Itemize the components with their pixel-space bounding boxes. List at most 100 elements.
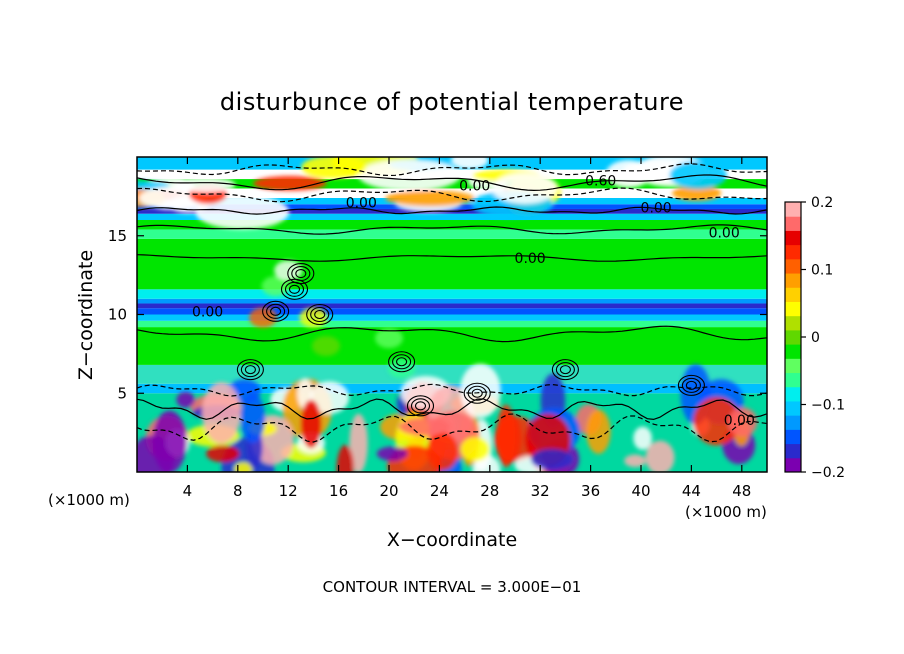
y-axis: 5 10 15 — [108, 227, 767, 402]
colorbar-swatch — [785, 429, 801, 445]
contour-line — [137, 163, 767, 177]
colorbar-swatch — [785, 315, 801, 331]
anomaly-blob — [624, 454, 646, 468]
y-tick-label: 15 — [108, 227, 127, 245]
contour-line — [314, 309, 326, 320]
colorbar-swatch — [785, 443, 801, 459]
contour-line — [280, 278, 309, 300]
anomaly-blob — [728, 407, 758, 437]
field-band — [137, 327, 767, 365]
anomaly-blob — [301, 157, 367, 179]
contour-line — [240, 362, 260, 378]
contour-line — [559, 365, 571, 375]
contour-line — [137, 187, 767, 203]
anomaly-blob — [312, 336, 340, 356]
colorbar-swatch — [785, 216, 801, 231]
anomaly-blob — [152, 410, 187, 472]
anomaly-blob — [376, 446, 408, 461]
field-band — [137, 303, 767, 309]
anomaly-blob — [530, 448, 574, 470]
x-tick-label: 44 — [682, 482, 701, 500]
contour-line — [288, 284, 301, 294]
contour-line — [555, 362, 575, 378]
anomaly-blob — [300, 399, 322, 449]
contour-line — [392, 354, 412, 370]
contour-line — [471, 388, 483, 398]
plot-area — [137, 157, 767, 472]
anomaly-blob — [385, 190, 475, 207]
x-axis-label: X−coordinate — [387, 529, 517, 551]
contour-line — [236, 359, 264, 381]
colorbar-swatch — [785, 457, 801, 473]
anomaly-blob — [460, 363, 501, 419]
x-tick-label: 20 — [379, 482, 398, 500]
x-unit-right: (×1000 m) — [685, 503, 767, 521]
contour-line — [681, 377, 701, 393]
anomaly-blob — [173, 177, 236, 193]
contour-line — [306, 303, 334, 326]
contour-line — [284, 281, 305, 297]
field-band — [137, 308, 767, 315]
field-band — [137, 238, 767, 290]
contour-line — [287, 262, 315, 285]
anomaly-blob — [633, 426, 652, 450]
colorbar-tick-label: 0.2 — [811, 195, 833, 211]
contour-line — [414, 401, 427, 411]
colorbar-tick-label: 0.1 — [811, 263, 833, 279]
field-band — [137, 289, 767, 299]
field-band — [137, 364, 767, 384]
contour-line — [463, 382, 491, 404]
field-band — [137, 229, 767, 239]
contour-line — [266, 303, 286, 319]
colorbar-swatch — [785, 273, 801, 288]
x-tick-label: 48 — [732, 482, 751, 500]
contour-line — [388, 351, 416, 373]
anomaly-blob — [672, 185, 722, 201]
anomaly-blob — [492, 172, 558, 204]
colorbar-tick-label: −0.2 — [811, 465, 845, 481]
contour-line — [467, 385, 487, 401]
x-tick-label: 8 — [233, 482, 243, 500]
anomaly-blob — [451, 157, 489, 170]
y-axis-label: Z−coordinate — [75, 250, 97, 380]
colorbar-swatch — [785, 386, 801, 402]
contour-line — [685, 380, 697, 390]
contour-label: 0.00 — [346, 196, 377, 212]
field-band — [137, 298, 767, 304]
colorbar-swatch — [785, 358, 801, 374]
contour-line — [406, 395, 435, 417]
anomaly-blob — [426, 432, 459, 471]
contour-line — [270, 306, 282, 316]
anomaly-blob — [240, 393, 266, 444]
colorbar-swatch — [785, 329, 801, 345]
anomaly-blob — [195, 194, 290, 230]
colorbar-tick-label: 0 — [811, 330, 820, 346]
colorbar-swatch — [785, 230, 801, 246]
contour-line — [137, 224, 767, 235]
contour-label: 0.60 — [585, 174, 616, 190]
anomaly-blob — [309, 381, 350, 414]
chart-title: disturbunce of potential temperature — [220, 88, 684, 116]
anomaly-blob — [234, 462, 253, 472]
contour-line — [137, 325, 767, 343]
anomaly-blob — [336, 444, 355, 472]
x-tick-label: 40 — [631, 482, 650, 500]
contour-label: 0.00 — [641, 200, 672, 216]
colorbar-swatch — [785, 400, 801, 416]
contour-interval: CONTOUR INTERVAL = 3.000E−01 — [323, 578, 582, 596]
contour-label: 0.00 — [724, 413, 755, 429]
contour-line — [137, 398, 767, 421]
colorbar-swatch — [785, 372, 801, 388]
anomaly-blob — [176, 391, 195, 408]
x-tick-label: 24 — [430, 482, 449, 500]
contour-line — [551, 359, 579, 381]
y-tick-label: 10 — [108, 306, 127, 324]
y-tick-label: 5 — [117, 384, 127, 402]
anomaly-blob — [253, 175, 327, 191]
anomaly-blob — [375, 328, 403, 349]
contour-label: 0.00 — [515, 251, 546, 267]
x-tick-label: 4 — [183, 482, 193, 500]
contour-line — [137, 206, 767, 215]
x-tick-label: 36 — [581, 482, 600, 500]
anomaly-blob — [349, 413, 368, 472]
